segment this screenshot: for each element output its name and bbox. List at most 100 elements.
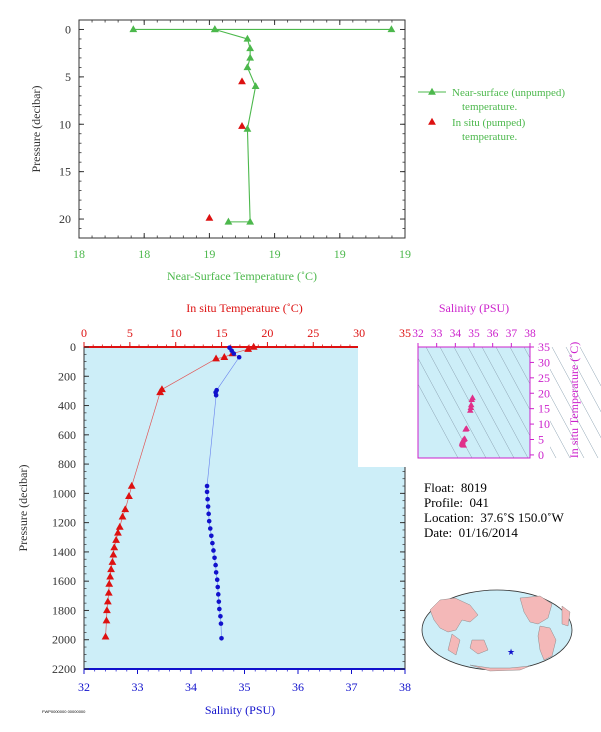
profile-label: Profile: [424, 495, 463, 510]
profile-value: 041 [469, 495, 490, 510]
temperature-point [220, 353, 229, 360]
location-value: 37.6˚S 150.0˚W [480, 510, 564, 525]
profile-y-axis-label: Pressure (decibar) [16, 465, 30, 552]
legend-label-in-situ-line2: temperature. [462, 131, 518, 143]
figure-code: FWP0000000 00000000 [42, 709, 86, 714]
salinity-point [213, 393, 219, 398]
top-y-axis-label: Pressure (decibar) [29, 86, 43, 173]
salinity-point [206, 511, 211, 517]
ts-point [467, 404, 475, 410]
top-x-tick-label: 19 [399, 247, 411, 261]
temperature-point [106, 572, 115, 580]
float-row: Float: 8019 [424, 480, 564, 495]
temp-x-tick-label: 35 [399, 326, 411, 340]
ts-point [467, 407, 474, 413]
profile-y-tick-label: 0 [70, 340, 76, 354]
profile-y-tick-label: 1000 [52, 486, 76, 500]
salinity-point [207, 526, 213, 531]
salinity-x-tick-label: 34 [185, 680, 197, 694]
salinity-point [217, 606, 222, 612]
in-situ-point [238, 77, 246, 85]
float-label: Float: [424, 480, 455, 495]
top-x-tick-label: 19 [203, 247, 215, 261]
salinity-point [216, 599, 222, 604]
temperature-point [249, 342, 258, 350]
date-row: Date: 01/16/2014 [424, 525, 564, 540]
salinity-x-tick-label: 37 [346, 680, 358, 694]
temperature-point [103, 606, 111, 614]
near-surface-point [246, 217, 255, 225]
profile-y-tick-label: 1800 [52, 603, 76, 617]
temperature-point [105, 579, 114, 587]
temp-x-tick-label: 15 [216, 326, 228, 340]
ts-y-tick-label: 15 [538, 402, 550, 416]
profile-y-tick-label: 1200 [52, 516, 76, 530]
ts-density-contour [439, 346, 501, 459]
top-y-tick-label: 0 [65, 22, 71, 36]
temperature-point [115, 522, 124, 530]
salinity-point [205, 504, 211, 509]
legend-marker-in-situ [428, 117, 436, 125]
salinity-point [215, 584, 221, 590]
near-surface-point [210, 25, 219, 33]
location-row: Location: 37.6˚S 150.0˚W [424, 510, 564, 525]
ts-x-tick-label: 33 [431, 328, 443, 340]
ts-x-axis-label: Salinity (PSU) [439, 301, 509, 315]
salinity-x-tick-label: 33 [132, 680, 144, 694]
near-surface-temperature-panel: 0 5 10 15 20 18 18 19 19 19 19 Near-Surface Tempera… [29, 19, 565, 283]
ts-mask-bottom [418, 458, 550, 470]
salinity-point [205, 496, 210, 502]
top-x-tick-label: 19 [269, 247, 281, 261]
ts-y-tick-label: 10 [538, 417, 550, 431]
temperature-point [102, 616, 111, 624]
profile-y-tick-label: 2000 [52, 633, 76, 647]
temperature-point [104, 588, 113, 596]
temperature-point [244, 344, 253, 352]
temperature-point [101, 632, 110, 640]
salinity-x-tick-label: 38 [399, 680, 411, 694]
near-surface-point [243, 34, 252, 42]
temperature-point [118, 512, 127, 520]
ts-y-tick-label: 20 [538, 386, 550, 400]
salinity-point [218, 621, 224, 626]
ts-density-contour [467, 346, 529, 459]
profile-panel: 0200400600800100012001400160018002000220… [16, 301, 411, 717]
near-surface-point [224, 217, 233, 225]
temperature-point [212, 354, 220, 362]
salinity-point [214, 577, 220, 583]
ts-x-tick-label: 37 [506, 328, 518, 340]
salinity-point [211, 548, 216, 553]
map-land [429, 595, 571, 672]
location-map: ★ [421, 589, 573, 672]
top-x-axis-label: Near-Surface Temperature (˚C) [167, 269, 317, 283]
salinity-point [212, 555, 217, 561]
salinity-x-tick-label: 36 [292, 680, 304, 694]
salinity-point [218, 614, 223, 619]
map-float-marker: ★ [507, 648, 515, 658]
profile-y-tick-label: 400 [58, 399, 76, 413]
temperature-point [108, 557, 117, 565]
float-info: Float: 8019 Profile: 041 Location: 37.6˚… [424, 480, 564, 540]
temperature-point [110, 543, 119, 551]
top-y-tick-label: 20 [59, 212, 71, 226]
in-situ-point [205, 213, 214, 221]
legend-label-near-surface-line2: temperature. [462, 101, 518, 113]
ts-y-tick-label: 35 [538, 340, 550, 354]
ts-point [467, 401, 475, 408]
ts-x-tick-label: 35 [468, 328, 480, 340]
profile-y-tick-label: 800 [58, 457, 76, 471]
temp-x-tick-label: 5 [127, 326, 133, 340]
salinity-point [206, 518, 212, 524]
ts-density-contour [579, 346, 601, 387]
top-y-tick-label: 5 [65, 70, 71, 84]
top-x-tick-label: 19 [334, 247, 346, 261]
salinity-point [204, 483, 210, 489]
temp-x-tick-label: 25 [307, 326, 319, 340]
temperature-point [114, 528, 122, 536]
ts-x-tick-label: 38 [524, 328, 536, 340]
salinity-x-tick-label: 35 [239, 680, 251, 694]
ts-y-tick-label: 30 [538, 355, 550, 369]
near-surface-line [133, 28, 392, 223]
temperature-point [109, 550, 118, 558]
